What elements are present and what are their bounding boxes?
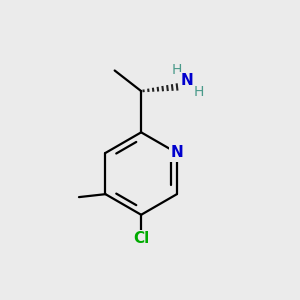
Text: N: N (170, 146, 183, 160)
Text: N: N (180, 73, 193, 88)
Text: H: H (194, 85, 204, 99)
Text: Cl: Cl (133, 231, 149, 246)
Text: H: H (171, 64, 182, 77)
